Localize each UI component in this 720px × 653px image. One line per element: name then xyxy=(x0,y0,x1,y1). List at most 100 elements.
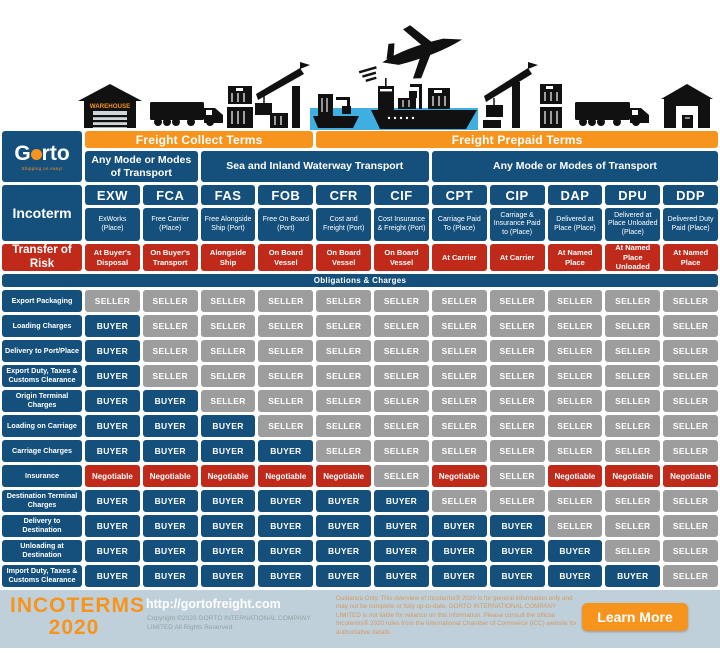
obligation-cell-DAP: SELLER xyxy=(547,390,603,412)
incoterm-desc-DDP: Delivered Duty Paid (Place) xyxy=(663,208,718,241)
obligation-cell-CIP: BUYER xyxy=(489,565,545,587)
obligation-cell-DPU: SELLER xyxy=(605,490,661,512)
row-label: Destination Terminal Charges xyxy=(2,490,82,512)
incoterm-desc-CFR: Cost and Freight (Port) xyxy=(316,208,372,241)
obligation-cell-CFR: BUYER xyxy=(316,565,372,587)
obligation-cell-DDP: SELLER xyxy=(663,540,718,562)
risk-cell-CIF: On Board Vessel xyxy=(374,244,429,271)
obligation-cell-DPU: SELLER xyxy=(605,415,661,437)
incoterm-code-EXW: EXW xyxy=(85,185,140,205)
cargo-ship-icon xyxy=(371,78,477,129)
obligation-cell-CFR: BUYER xyxy=(316,540,372,562)
row-label: Loading Charges xyxy=(2,315,82,337)
transport-illustration-strip: WAREHOUSE xyxy=(0,0,720,130)
risk-cell-EXW: At Buyer's Disposal xyxy=(85,244,140,271)
obligation-cell-CIF: SELLER xyxy=(374,465,429,487)
incoterm-code-FCA: FCA xyxy=(142,185,198,205)
obligation-cell-DAP: BUYER xyxy=(547,540,603,562)
obligation-cell-CIP: SELLER xyxy=(489,465,545,487)
obligation-cell-CPT: SELLER xyxy=(431,315,487,337)
obligation-cell-CIP: SELLER xyxy=(489,440,545,462)
obligation-cell-FOB: BUYER xyxy=(258,565,314,587)
obligation-cell-CIP: SELLER xyxy=(489,365,545,387)
row-label: Unloading at Destination xyxy=(2,540,82,562)
obligation-cell-FCA: BUYER xyxy=(142,490,198,512)
row-label: Origin Terminal Charges xyxy=(2,390,82,412)
obligation-cell-DDP: SELLER xyxy=(663,290,718,312)
obligation-cell-DPU: SELLER xyxy=(605,440,661,462)
risk-cell-CPT: At Carrier xyxy=(431,244,487,271)
incoterm-desc-EXW: ExWorks (Place) xyxy=(85,208,140,241)
obligation-cell-DPU: SELLER xyxy=(605,365,661,387)
obligation-cell-CIF: BUYER xyxy=(374,515,429,537)
obligation-cell-EXW: BUYER xyxy=(85,340,140,362)
container-stack-icon-left xyxy=(227,86,253,128)
obligation-cell-CIF: SELLER xyxy=(374,365,429,387)
obligation-cell-FOB: SELLER xyxy=(258,390,314,412)
obligation-cell-FOB: BUYER xyxy=(258,440,314,462)
obligation-cell-CIF: BUYER xyxy=(374,540,429,562)
incoterm-code-CIF: CIF xyxy=(374,185,429,205)
obligation-cell-CIF: BUYER xyxy=(374,565,429,587)
obligation-cell-CPT: BUYER xyxy=(431,540,487,562)
obligation-cell-FCA: SELLER xyxy=(142,340,198,362)
obligation-cell-EXW: BUYER xyxy=(85,390,140,412)
learn-more-button[interactable]: Learn More xyxy=(582,603,688,631)
obligation-cell-FCA: Negotiable xyxy=(142,465,198,487)
row-label: Export Duty, Taxes & Customs Clearance xyxy=(2,365,82,387)
obligation-cell-FAS: SELLER xyxy=(200,290,256,312)
container-stack-icon-right xyxy=(540,84,562,128)
incoterms-title-line1: INCOTERMS xyxy=(10,594,145,617)
obligation-cell-FCA: BUYER xyxy=(142,540,198,562)
incoterm-code-DAP: DAP xyxy=(547,185,603,205)
obligation-cell-EXW: BUYER xyxy=(85,540,140,562)
obligation-cell-FOB: BUYER xyxy=(258,515,314,537)
risk-cell-DDP: At Named Place xyxy=(663,244,718,271)
website-link[interactable]: http://gortofreight.com xyxy=(146,597,281,611)
obligations-table: Export Packaging SELLER SELLER SELLER SELLER… xyxy=(2,290,718,587)
obligation-cell-FAS: BUYER xyxy=(200,490,256,512)
obligation-cell-CIP: BUYER xyxy=(489,515,545,537)
obligation-cell-CIF: BUYER xyxy=(374,490,429,512)
mode-group-sea: Sea and Inland Waterway Transport xyxy=(200,151,429,182)
obligation-cell-DPU: BUYER xyxy=(605,565,661,587)
obligation-cell-DAP: SELLER xyxy=(547,340,603,362)
obligation-cell-DDP: SELLER xyxy=(663,440,718,462)
incoterm-code-CFR: CFR xyxy=(316,185,372,205)
obligation-cell-FOB: SELLER xyxy=(258,415,314,437)
incoterm-desc-CPT: Carriage Paid To (Place) xyxy=(431,208,487,241)
obligation-cell-FAS: SELLER xyxy=(200,365,256,387)
guidance-text: Guidance Only. This overview of Incoterm… xyxy=(336,595,577,636)
obligation-cell-EXW: BUYER xyxy=(85,440,140,462)
incoterm-desc-CIF: Cost Insurance & Freight (Port) xyxy=(374,208,429,241)
obligation-cell-CIP: SELLER xyxy=(489,340,545,362)
logo-tagline: Shipping on easy! xyxy=(21,165,63,171)
incoterm-code-CPT: CPT xyxy=(431,185,487,205)
obligation-cell-FAS: BUYER xyxy=(200,540,256,562)
obligation-cell-DDP: SELLER xyxy=(663,340,718,362)
row-label: Carriage Charges xyxy=(2,440,82,462)
obligation-cell-DDP: SELLER xyxy=(663,490,718,512)
transfer-of-risk-label: Transfer of Risk xyxy=(2,244,82,271)
risk-cell-CIP: At Carrier xyxy=(489,244,545,271)
obligation-cell-FAS: BUYER xyxy=(200,565,256,587)
obligation-cell-CPT: SELLER xyxy=(431,365,487,387)
obligation-cell-DDP: SELLER xyxy=(663,390,718,412)
incoterm-code-FOB: FOB xyxy=(258,185,314,205)
copyright-text: Copyright ©2020 GORTO INTERNATIONAL COMP… xyxy=(147,615,311,631)
airplane-icon xyxy=(358,25,463,82)
row-label: Delivery to Port/Place xyxy=(2,340,82,362)
obligation-cell-FOB: SELLER xyxy=(258,365,314,387)
obligation-cell-CIF: SELLER xyxy=(374,440,429,462)
obligation-cell-DPU: SELLER xyxy=(605,315,661,337)
risk-cell-FAS: Alongside Ship xyxy=(200,244,256,271)
obligation-cell-CFR: Negotiable xyxy=(316,465,372,487)
obligation-cell-FCA: BUYER xyxy=(142,415,198,437)
obligation-cell-EXW: BUYER xyxy=(85,565,140,587)
obligation-cell-FOB: SELLER xyxy=(258,290,314,312)
obligation-cell-CIF: SELLER xyxy=(374,340,429,362)
incoterm-desc-FAS: Free Alongside Ship (Port) xyxy=(200,208,256,241)
transport-illustration: WAREHOUSE xyxy=(78,25,713,130)
obligation-cell-EXW: Negotiable xyxy=(85,465,140,487)
obligation-cell-CFR: SELLER xyxy=(316,415,372,437)
